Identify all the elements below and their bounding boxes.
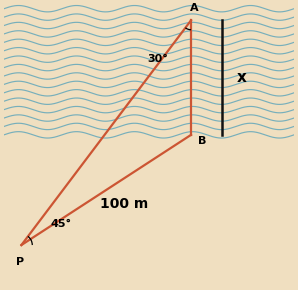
Text: x: x xyxy=(237,70,247,85)
Text: 30°: 30° xyxy=(147,54,168,64)
Text: 45°: 45° xyxy=(50,219,72,229)
Text: B: B xyxy=(198,136,207,146)
Text: A: A xyxy=(190,3,198,13)
Text: 100 m: 100 m xyxy=(100,197,148,211)
Text: P: P xyxy=(16,257,24,267)
